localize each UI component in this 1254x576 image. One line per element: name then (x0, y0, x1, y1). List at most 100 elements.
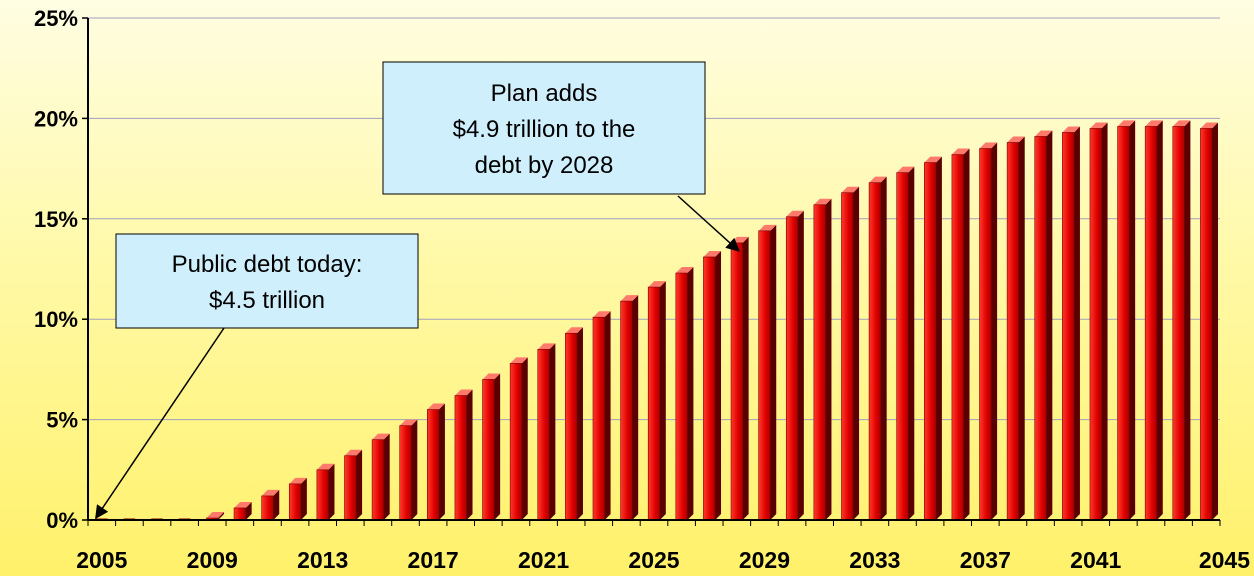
bar-side (1184, 120, 1191, 520)
bar-top (620, 295, 639, 302)
bar-2039 (1034, 130, 1053, 521)
bar-side (1046, 130, 1053, 521)
bar-front (316, 469, 329, 521)
bar-side (742, 236, 749, 520)
bar-front (923, 162, 937, 521)
bar-2043 (1144, 120, 1163, 521)
bar-2036 (951, 148, 970, 521)
bar-2014 (344, 449, 363, 521)
bar-top (896, 166, 915, 173)
bar-top (510, 357, 528, 364)
bar-side (908, 166, 915, 520)
y-tick-labels: 0% 5% 10% 15% 20% 25% (34, 6, 78, 533)
bar-2038 (1006, 136, 1025, 521)
bar-top (951, 148, 970, 155)
bar-side (576, 327, 583, 520)
bar-front (1089, 128, 1102, 521)
x-tick-label: 2029 (739, 547, 790, 573)
bar-top (979, 142, 998, 149)
bar-front (509, 363, 523, 521)
bar-2020 (509, 357, 528, 521)
callout-line: Public debt today: (172, 251, 363, 278)
bar-top (565, 327, 583, 334)
bar-side (659, 281, 666, 520)
bar-front (1172, 126, 1185, 521)
bar-2040 (1062, 126, 1080, 521)
bar-2022 (565, 327, 583, 521)
bar-side (797, 210, 804, 521)
callout-line: $4.5 trillion (209, 287, 325, 314)
x-tick-label: 2021 (518, 547, 569, 573)
bar-front (1144, 126, 1158, 521)
bar-2019 (482, 373, 501, 521)
bar-2011 (261, 489, 280, 521)
bar-2021 (537, 343, 556, 521)
bar-top (924, 156, 942, 163)
bar-side (1073, 126, 1080, 521)
bar-front (427, 409, 440, 521)
bar-side (466, 389, 473, 520)
annotations: Public debt today: $4.5 trillion Plan adds… (95, 61, 740, 520)
bar-2033 (868, 176, 887, 521)
bar-front (288, 483, 302, 521)
y-tick-label: 10% (34, 307, 78, 332)
bar-top (234, 501, 252, 508)
bar-2027 (703, 250, 722, 521)
bar-2042 (1117, 120, 1136, 521)
bar-top (316, 463, 335, 470)
bar-front (565, 332, 578, 521)
bar-top (1007, 136, 1025, 143)
bar-2024 (620, 295, 639, 521)
bar-front (703, 256, 716, 521)
bar-front (1006, 142, 1020, 521)
bar-front (592, 316, 605, 521)
bar-front (647, 286, 661, 521)
bar-top (592, 311, 611, 318)
bar-2023 (592, 311, 611, 521)
bar-front (1062, 132, 1075, 521)
bar-2026 (675, 267, 694, 521)
bar-front (344, 455, 357, 521)
bar-side (770, 224, 777, 520)
bar-side (1156, 120, 1163, 520)
bar-2025 (647, 281, 666, 521)
bar-top (206, 511, 225, 518)
bar-side (880, 176, 887, 520)
x-tick-label: 2013 (297, 547, 348, 573)
bar-side (1018, 136, 1025, 520)
bar-side (991, 142, 998, 520)
bar-front (482, 379, 495, 521)
bar-side (549, 343, 556, 520)
bar-side (853, 186, 860, 521)
bar-2015 (371, 433, 390, 521)
bar-top (703, 250, 722, 257)
bar-top (344, 449, 363, 456)
y-tick-label: 25% (34, 6, 78, 31)
x-tick-label: 2025 (628, 547, 679, 573)
bar-side (963, 148, 970, 520)
bar-side (935, 156, 942, 521)
bar-front (951, 154, 964, 521)
bar-front (1200, 128, 1213, 521)
x-tick-label: 2041 (1070, 547, 1121, 573)
bar-top (289, 477, 307, 484)
bar-front (399, 425, 412, 521)
bar-front (758, 230, 771, 521)
y-tick-label: 5% (46, 408, 78, 433)
bar-top (1117, 120, 1136, 127)
bar-2017 (427, 403, 445, 521)
bar-top (813, 198, 832, 205)
bar-2028 (730, 236, 749, 521)
bar-side (521, 357, 528, 520)
bar-top (1034, 130, 1053, 137)
bar-top (399, 419, 418, 426)
bar-side (245, 501, 252, 520)
bar-top (675, 267, 694, 274)
bar-top (1145, 120, 1163, 127)
bar-top (1062, 126, 1080, 133)
bar-top (482, 373, 501, 380)
callout-arrow (677, 195, 740, 252)
bar-2041 (1089, 122, 1108, 521)
x-tick-label: 2037 (960, 547, 1011, 573)
